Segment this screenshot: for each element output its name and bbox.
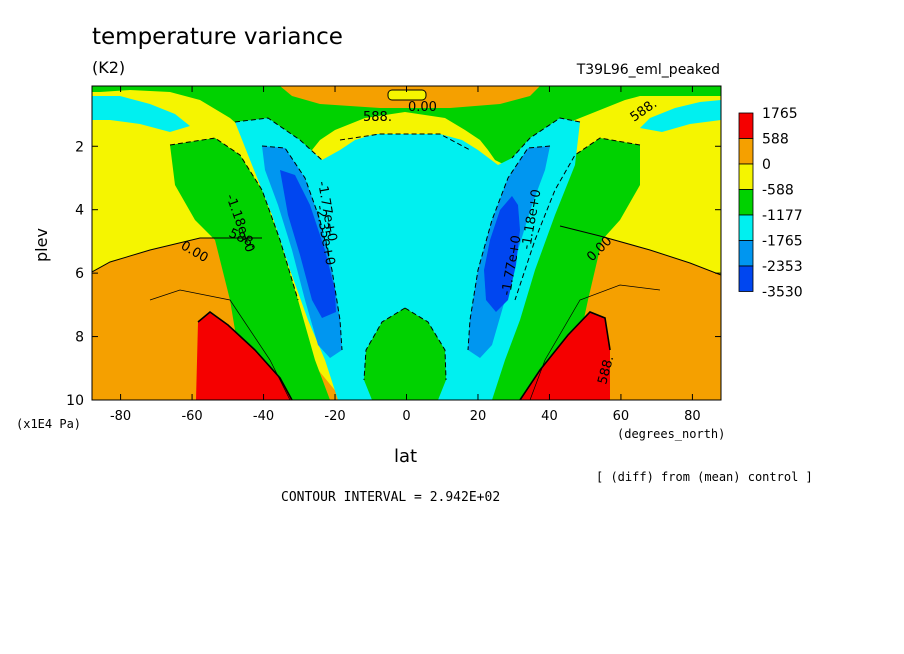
legend-label: -3530 <box>762 285 803 301</box>
fill-neg588-to-neg1177 <box>92 86 721 165</box>
chart-units: (K2) <box>92 58 126 77</box>
contour-label-6: 588. <box>595 354 617 386</box>
y-axis-units: (x1E4 Pa) <box>16 417 82 431</box>
legend-label: 1765 <box>762 106 798 122</box>
contour-line-zero-right <box>559 225 721 276</box>
x-tick-label: 0 <box>402 409 410 424</box>
contour-line-thin-right <box>529 284 661 400</box>
color-legend: 1765 588 0 -588 -1177 -1765 -2353 -3530 <box>738 106 803 301</box>
contour-line-pos-right <box>519 311 611 400</box>
legend-swatch <box>738 265 754 292</box>
contour-label-0: 0.00 <box>408 100 437 115</box>
contour-line-neg-i <box>339 133 471 151</box>
x-tick-label: 20 <box>470 409 487 424</box>
legend-label: -1765 <box>762 234 803 250</box>
contour-line-neg-e <box>404 307 447 381</box>
legend-swatch <box>738 214 754 241</box>
legend-label: -588 <box>762 183 794 199</box>
fill-pos588-to-1765-right <box>520 312 610 400</box>
fill-green-center <box>364 308 446 400</box>
y-tick-label: 10 <box>66 393 84 409</box>
contour-line-neg-h <box>514 137 641 301</box>
legend-swatch <box>738 138 754 165</box>
legend-swatch <box>738 163 754 190</box>
contour-line-neg-a <box>234 117 323 161</box>
x-tick-label: -80 <box>110 409 131 424</box>
legend-label: -2353 <box>762 259 803 275</box>
legend-label: -1177 <box>762 208 803 224</box>
x-tick-label: -40 <box>253 409 274 424</box>
contour-field: 0.00 588. 588. 588. 0.00 0.00 588. -1.18… <box>92 86 721 400</box>
fill-pos588-to-1765-left <box>196 312 292 400</box>
contour-lines <box>92 225 721 400</box>
y-tick-label: 2 <box>75 139 84 155</box>
fill-neg588-to-neg1177-left <box>170 138 330 400</box>
legend-swatch <box>738 189 754 216</box>
y-tick-label: 6 <box>75 266 84 282</box>
contour-line-neg-f <box>363 307 406 381</box>
contour-interval: CONTOUR INTERVAL = 2.942E+02 <box>281 490 501 505</box>
contour-line-neg-g <box>169 137 299 301</box>
contour-label-1: 588. <box>363 110 392 125</box>
contour-line-zero-left <box>92 237 262 273</box>
y-tick-label: 4 <box>75 203 84 219</box>
contour-line-pos-left <box>197 310 293 400</box>
fill-neg588-to-neg1177-right <box>490 138 640 400</box>
fill-cyan-top-right <box>640 100 721 132</box>
x-axis: -80 -60 -40 -20 0 20 40 60 80 <box>110 86 701 424</box>
fill-neg2353-to-neg3530-right <box>484 196 520 312</box>
x-tick-label: 60 <box>613 409 630 424</box>
y-tick-label: 8 <box>75 330 84 346</box>
run-label: T39L96_eml_peaked <box>576 62 720 78</box>
chart-title: temperature variance <box>92 24 343 50</box>
x-axis-units: (degrees_north) <box>617 427 726 441</box>
fill-neg2353-to-neg3530-left <box>280 170 336 318</box>
fill-cyan-top-left <box>92 96 190 132</box>
x-axis-label: lat <box>394 446 418 467</box>
comparison-note: [ (diff) from (mean) control ] <box>596 470 813 484</box>
legend-label: 588 <box>762 132 789 148</box>
x-tick-label: 80 <box>684 409 701 424</box>
contour-line-neg-b <box>511 117 581 159</box>
contour-line-thin-left <box>149 289 291 400</box>
contour-lines-negative <box>169 117 641 381</box>
x-tick-label: -60 <box>181 409 202 424</box>
legend-swatch <box>738 112 754 139</box>
legend-swatch <box>738 240 754 267</box>
x-tick-label: -20 <box>324 409 345 424</box>
y-axis: 2 4 6 8 10 <box>66 139 721 409</box>
legend-label: 0 <box>762 157 771 173</box>
x-tick-label: 40 <box>541 409 558 424</box>
